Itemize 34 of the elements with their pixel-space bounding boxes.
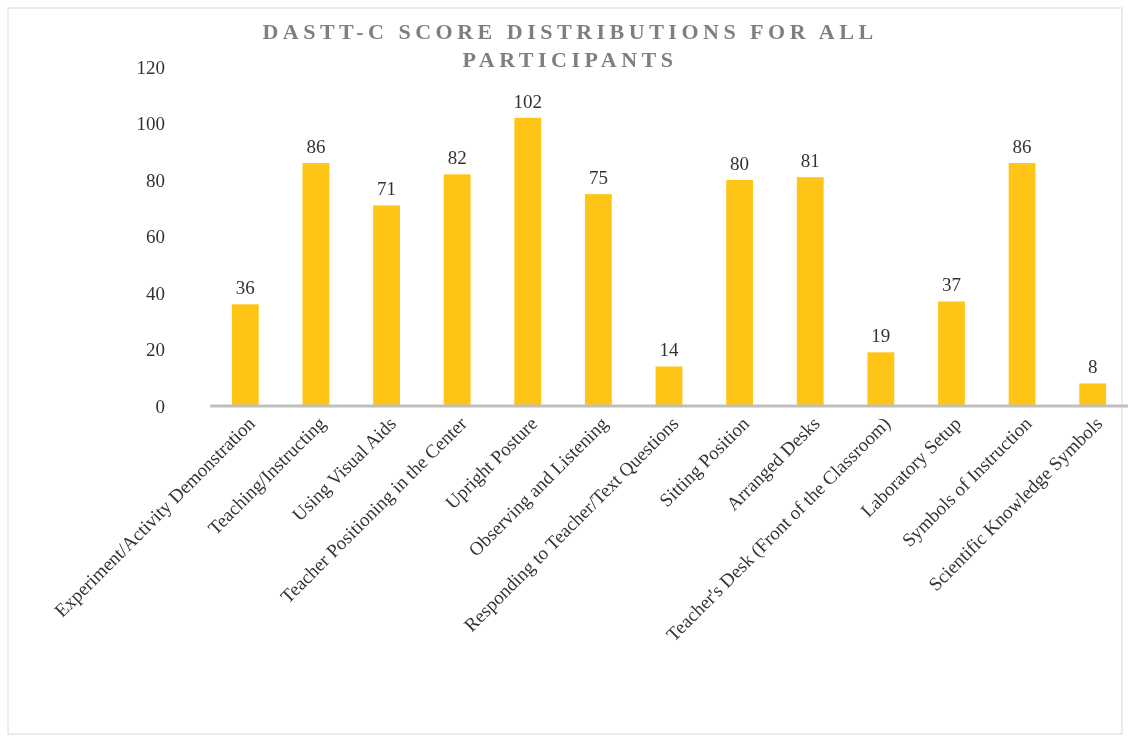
bar bbox=[726, 180, 754, 406]
data-label: 75 bbox=[588, 167, 608, 189]
bar bbox=[867, 352, 895, 406]
bar bbox=[231, 304, 259, 406]
data-label: 86 bbox=[306, 136, 326, 158]
chart-title: DASTT-C SCORE DISTRIBUTIONS FOR ALL PARTICIPANTS bbox=[262, 19, 878, 72]
data-label: 71 bbox=[377, 178, 397, 200]
data-label: 37 bbox=[941, 274, 961, 296]
data-label: 86 bbox=[1012, 136, 1032, 158]
bar bbox=[584, 194, 612, 406]
bar bbox=[938, 301, 965, 406]
bar bbox=[373, 205, 400, 406]
data-label: 102 bbox=[513, 90, 543, 112]
bar bbox=[514, 117, 542, 406]
y-tick-label: 60 bbox=[146, 226, 165, 248]
y-tick-label: 40 bbox=[146, 282, 165, 304]
y-tick-label: 20 bbox=[146, 339, 165, 361]
y-tick-label: 0 bbox=[155, 395, 165, 417]
data-label: 80 bbox=[730, 153, 750, 174]
data-label: 8 bbox=[1087, 356, 1098, 378]
y-tick-label: 120 bbox=[136, 56, 165, 78]
data-label: 82 bbox=[447, 147, 467, 169]
data-label: 81 bbox=[800, 150, 820, 172]
bar bbox=[655, 366, 683, 406]
data-label: 36 bbox=[235, 277, 255, 299]
bar bbox=[1008, 163, 1036, 406]
bar bbox=[302, 163, 330, 406]
y-tick-label: 80 bbox=[146, 169, 165, 191]
bar bbox=[1079, 383, 1107, 406]
bar bbox=[796, 177, 824, 406]
data-label: 19 bbox=[871, 325, 891, 347]
data-label: 14 bbox=[659, 339, 679, 361]
bar bbox=[443, 174, 471, 406]
y-tick-label: 100 bbox=[136, 113, 165, 135]
